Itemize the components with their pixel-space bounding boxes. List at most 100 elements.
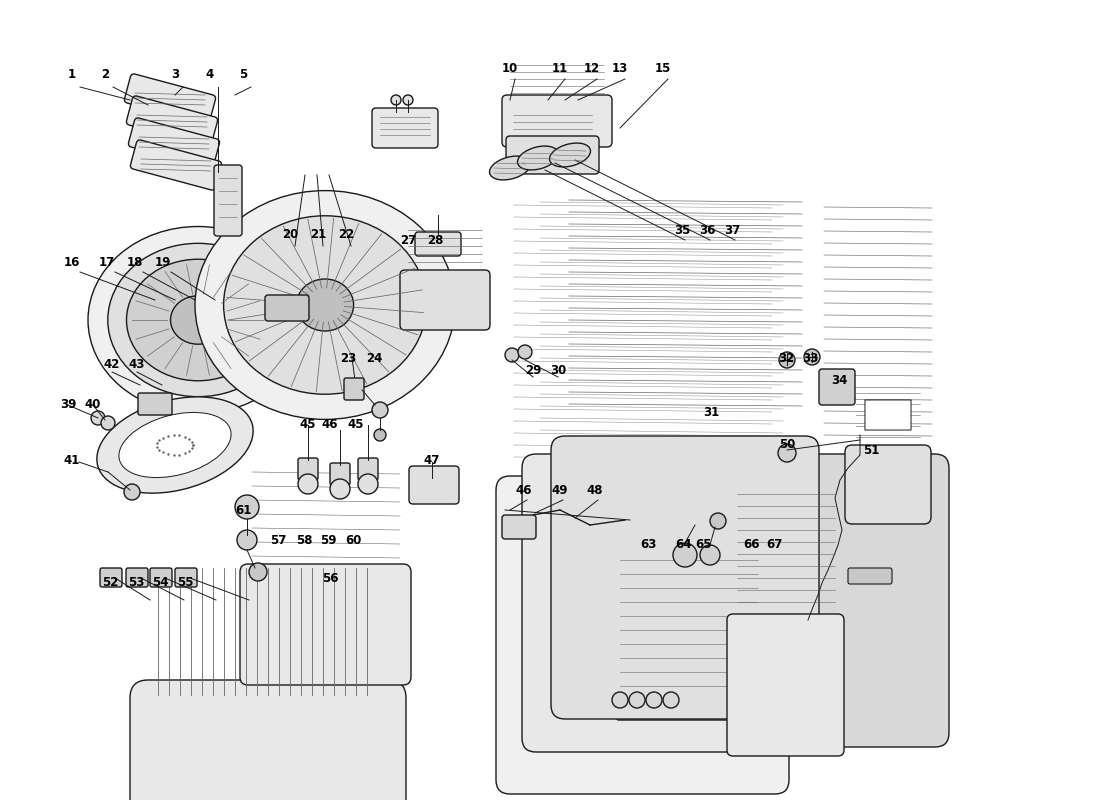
- Circle shape: [330, 479, 350, 499]
- Text: 66: 66: [742, 538, 759, 551]
- Circle shape: [374, 429, 386, 441]
- Ellipse shape: [97, 397, 253, 493]
- Text: 27: 27: [400, 234, 416, 246]
- Circle shape: [646, 692, 662, 708]
- Text: 52: 52: [102, 577, 118, 590]
- Text: 18: 18: [126, 255, 143, 269]
- FancyBboxPatch shape: [131, 140, 221, 190]
- Text: 36: 36: [698, 223, 715, 237]
- Text: 43: 43: [129, 358, 145, 371]
- Ellipse shape: [296, 279, 353, 331]
- Ellipse shape: [119, 413, 231, 478]
- Text: 57: 57: [270, 534, 286, 546]
- FancyBboxPatch shape: [344, 378, 364, 400]
- FancyBboxPatch shape: [409, 466, 459, 504]
- Circle shape: [390, 95, 402, 105]
- Circle shape: [91, 411, 104, 425]
- Ellipse shape: [170, 296, 226, 344]
- Circle shape: [403, 95, 412, 105]
- Text: 11: 11: [552, 62, 568, 74]
- Ellipse shape: [126, 259, 270, 381]
- Text: 65: 65: [695, 538, 713, 551]
- FancyBboxPatch shape: [175, 568, 197, 587]
- Circle shape: [249, 563, 267, 581]
- Text: 39: 39: [59, 398, 76, 411]
- Text: 48: 48: [586, 483, 603, 497]
- Circle shape: [505, 348, 519, 362]
- Circle shape: [779, 352, 795, 368]
- Circle shape: [101, 416, 116, 430]
- Circle shape: [298, 474, 318, 494]
- Text: 64: 64: [674, 538, 691, 551]
- Text: 20: 20: [282, 229, 298, 242]
- FancyBboxPatch shape: [806, 454, 949, 747]
- FancyBboxPatch shape: [214, 165, 242, 236]
- Text: 3: 3: [170, 69, 179, 82]
- Text: 29: 29: [525, 363, 541, 377]
- FancyBboxPatch shape: [496, 476, 789, 794]
- FancyBboxPatch shape: [502, 515, 536, 539]
- Text: 41: 41: [64, 454, 80, 466]
- Text: 23: 23: [340, 351, 356, 365]
- Text: 51: 51: [862, 443, 879, 457]
- Text: 12: 12: [584, 62, 601, 74]
- Text: 61: 61: [234, 503, 251, 517]
- Text: 32: 32: [778, 351, 794, 365]
- Polygon shape: [598, 555, 760, 700]
- FancyBboxPatch shape: [126, 96, 218, 146]
- Text: 35: 35: [674, 223, 690, 237]
- FancyBboxPatch shape: [820, 369, 855, 405]
- Text: 54: 54: [152, 577, 168, 590]
- Circle shape: [612, 692, 628, 708]
- FancyBboxPatch shape: [130, 680, 406, 800]
- Text: 4: 4: [206, 69, 214, 82]
- Ellipse shape: [88, 226, 308, 414]
- Circle shape: [629, 692, 645, 708]
- FancyBboxPatch shape: [129, 118, 220, 168]
- FancyBboxPatch shape: [551, 436, 820, 719]
- FancyBboxPatch shape: [330, 463, 350, 485]
- Polygon shape: [598, 700, 760, 720]
- Ellipse shape: [108, 243, 288, 397]
- Circle shape: [235, 495, 258, 519]
- Text: 24: 24: [366, 351, 382, 365]
- Ellipse shape: [223, 216, 427, 394]
- FancyBboxPatch shape: [298, 458, 318, 480]
- Text: 5: 5: [239, 69, 248, 82]
- Text: 37: 37: [724, 223, 740, 237]
- Text: 55: 55: [177, 577, 194, 590]
- Text: 50: 50: [779, 438, 795, 450]
- Text: 1: 1: [68, 69, 76, 82]
- FancyBboxPatch shape: [502, 95, 612, 147]
- Text: 63: 63: [640, 538, 657, 551]
- FancyBboxPatch shape: [358, 458, 378, 480]
- FancyBboxPatch shape: [100, 568, 122, 587]
- FancyBboxPatch shape: [400, 270, 490, 330]
- Circle shape: [358, 474, 378, 494]
- Circle shape: [778, 444, 796, 462]
- Ellipse shape: [490, 156, 530, 180]
- Text: 22: 22: [338, 229, 354, 242]
- Text: 42: 42: [103, 358, 120, 371]
- Text: 47: 47: [424, 454, 440, 466]
- FancyBboxPatch shape: [126, 568, 148, 587]
- Text: 2: 2: [101, 69, 109, 82]
- Text: 34: 34: [830, 374, 847, 386]
- Circle shape: [663, 692, 679, 708]
- FancyBboxPatch shape: [138, 393, 172, 415]
- Text: 21: 21: [310, 229, 326, 242]
- FancyBboxPatch shape: [506, 136, 600, 174]
- Circle shape: [518, 345, 532, 359]
- Text: 67: 67: [766, 538, 782, 551]
- Circle shape: [804, 349, 820, 365]
- Text: 49: 49: [552, 483, 569, 497]
- FancyBboxPatch shape: [372, 108, 438, 148]
- Circle shape: [673, 543, 697, 567]
- Text: 16: 16: [64, 255, 80, 269]
- Text: 13: 13: [612, 62, 628, 74]
- FancyBboxPatch shape: [265, 295, 309, 321]
- FancyBboxPatch shape: [727, 614, 844, 756]
- FancyBboxPatch shape: [848, 568, 892, 584]
- Text: 60: 60: [344, 534, 361, 546]
- Text: 10: 10: [502, 62, 518, 74]
